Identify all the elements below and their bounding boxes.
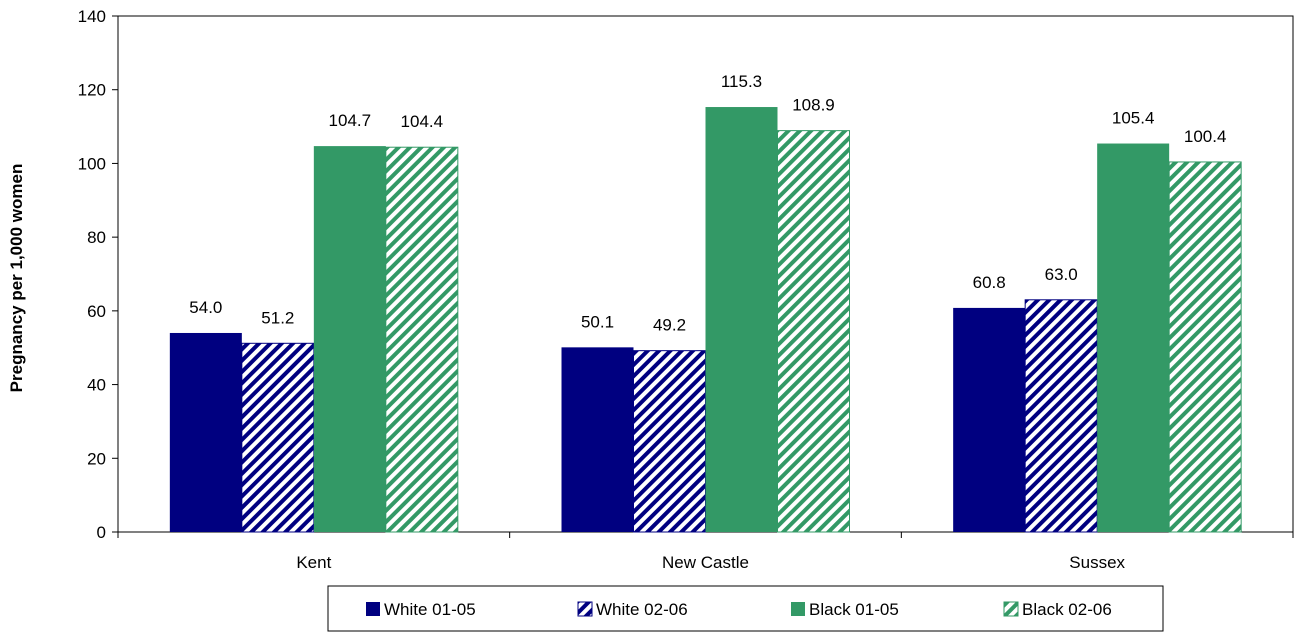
bar xyxy=(1024,299,1098,533)
legend-label: White 01-05 xyxy=(384,600,476,619)
bar xyxy=(561,347,634,532)
legend-label: Black 01-05 xyxy=(809,600,899,619)
y-tick-label: 20 xyxy=(87,449,106,468)
bar xyxy=(705,107,778,532)
legend-swatch xyxy=(366,602,380,616)
data-label: 104.7 xyxy=(329,111,372,130)
y-tick-label: 140 xyxy=(78,7,106,26)
x-category-label: Sussex xyxy=(1069,553,1125,572)
legend-box xyxy=(327,585,1164,632)
bar xyxy=(953,307,1026,532)
bar xyxy=(1168,161,1242,533)
bar xyxy=(385,146,459,533)
y-tick-label: 0 xyxy=(97,523,106,542)
legend: White 01-05 White 02-06 Black 01-05 Black 0… xyxy=(327,585,1164,632)
legend-label: Black 02-06 xyxy=(1022,600,1112,619)
data-label: 105.4 xyxy=(1112,109,1155,128)
bar xyxy=(633,350,706,533)
data-label: 49.2 xyxy=(653,316,686,335)
data-label: 54.0 xyxy=(189,298,222,317)
x-category-label: Kent xyxy=(296,553,331,572)
legend-swatch xyxy=(577,601,593,617)
legend-swatch xyxy=(791,602,805,616)
legend-swatch xyxy=(1003,601,1019,617)
y-tick-label: 60 xyxy=(87,302,106,321)
x-category-label: New Castle xyxy=(662,553,749,572)
data-label: 51.2 xyxy=(261,308,294,327)
y-tick-label: 120 xyxy=(78,81,106,100)
y-tick-label: 40 xyxy=(87,376,106,395)
legend-label: White 02-06 xyxy=(596,600,688,619)
bar xyxy=(313,146,386,532)
data-label: 104.4 xyxy=(401,112,444,131)
bar xyxy=(1097,143,1170,533)
data-label: 60.8 xyxy=(973,273,1006,292)
y-tick-label: 80 xyxy=(87,228,106,247)
y-tick-label: 100 xyxy=(78,154,106,173)
plot-area: 0 20 40 60 80 100 120 140 54.0 51.2 104.7 104.4 Kent… xyxy=(78,7,1294,572)
y-axis-label: Pregnancy per 1,000 women xyxy=(7,164,26,393)
data-label: 63.0 xyxy=(1045,265,1078,284)
bar xyxy=(777,130,850,533)
data-label: 108.9 xyxy=(792,96,835,115)
data-label: 50.1 xyxy=(581,312,614,331)
bar xyxy=(241,342,315,533)
data-label: 100.4 xyxy=(1184,127,1227,146)
data-label: 115.3 xyxy=(721,72,762,91)
bar xyxy=(169,332,242,532)
